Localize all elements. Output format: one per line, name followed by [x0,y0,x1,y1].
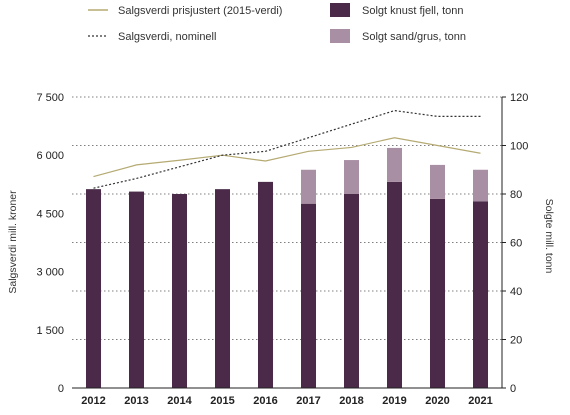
x-tick-label: 2018 [339,395,363,407]
y-tick-label: 3 000 [36,267,64,279]
y2-tick-label: 20 [510,335,522,347]
bar-knust-fjell [172,194,187,388]
x-tick-label: 2015 [210,395,234,407]
x-tick-label: 2014 [167,395,192,407]
y2-tick-label: 0 [510,383,516,395]
legend-label-fjell: Solgt knust fjell, tonn [362,5,464,17]
y2-tick-label: 40 [510,286,522,298]
axes: 0 1 500 3 000 4 500 6 000 7 500 0 20 40 60 80 100 12… [36,92,528,407]
bar-knust-fjell [258,181,273,388]
y2-axis-title: Solgte mill. tonn [543,199,555,274]
bar-sand-grus [344,160,359,194]
x-tick-label: 2012 [81,395,105,407]
bar-sand-grus [387,147,402,182]
lines [93,109,481,189]
bar-sand-grus [301,169,316,204]
x-tick-label: 2019 [382,395,406,407]
x-tick-label: 2017 [296,395,320,407]
bars [86,147,488,388]
legend-label-nominal: Salgsverdi, nominell [118,31,216,43]
bar-sand-grus [430,164,445,199]
bar-knust-fjell [301,203,316,388]
y2-tick-label: 120 [510,92,528,104]
y2-tick-label: 60 [510,238,522,250]
legend: Salgsverdi prisjustert (2015-verdi) Solg… [88,3,466,43]
bar-knust-fjell [344,194,359,388]
x-tick-label: 2020 [425,395,449,407]
bar-sand-grus [473,169,488,202]
legend-swatch-fjell [330,3,350,17]
y-axis-title: Salgsverdi mill. kroner [7,190,19,294]
bar-knust-fjell [473,201,488,388]
x-tick-label: 2013 [124,395,148,407]
bar-knust-fjell [215,189,230,388]
y-tick-label: 1 500 [36,325,64,337]
bar-knust-fjell [430,198,445,388]
x-tick-label: 2021 [468,395,492,407]
y2-tick-label: 100 [510,141,528,153]
legend-swatch-sand [330,29,350,43]
legend-label-sand: Solgt sand/grus, tonn [362,31,466,43]
bar-knust-fjell [129,191,144,388]
line-nominell [93,109,481,189]
x-tick-label: 2016 [253,395,277,407]
legend-label-real: Salgsverdi prisjustert (2015-verdi) [118,5,282,17]
y2-tick-label: 80 [510,189,522,201]
y-tick-label: 7 500 [36,92,64,104]
bar-knust-fjell [387,181,402,388]
y-tick-label: 0 [58,383,64,395]
y-tick-label: 4 500 [36,208,64,220]
bar-knust-fjell [86,189,101,388]
line-prisjustert [93,137,481,178]
y-tick-label: 6 000 [36,150,64,162]
